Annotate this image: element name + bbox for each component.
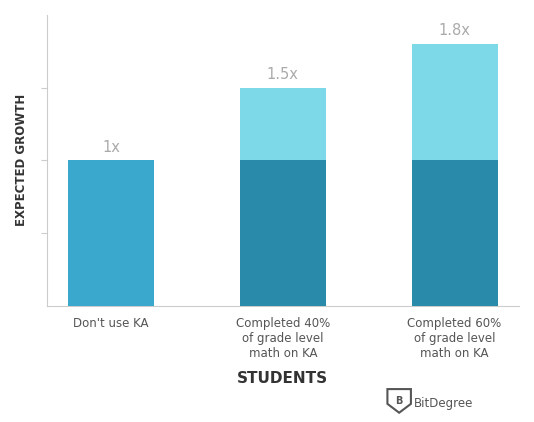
Bar: [412, 44, 498, 160]
Text: BitDegree: BitDegree: [414, 397, 473, 409]
Bar: [412, 160, 498, 306]
Text: 1.8x: 1.8x: [438, 23, 470, 38]
Y-axis label: EXPECTED GROWTH: EXPECTED GROWTH: [15, 94, 28, 227]
Bar: [68, 160, 154, 306]
Bar: [240, 88, 326, 160]
Bar: [240, 160, 326, 306]
X-axis label: STUDENTS: STUDENTS: [237, 371, 328, 386]
Text: B: B: [396, 396, 403, 406]
Polygon shape: [387, 389, 411, 413]
Text: 1.5x: 1.5x: [267, 67, 299, 82]
Text: 1x: 1x: [102, 140, 120, 154]
